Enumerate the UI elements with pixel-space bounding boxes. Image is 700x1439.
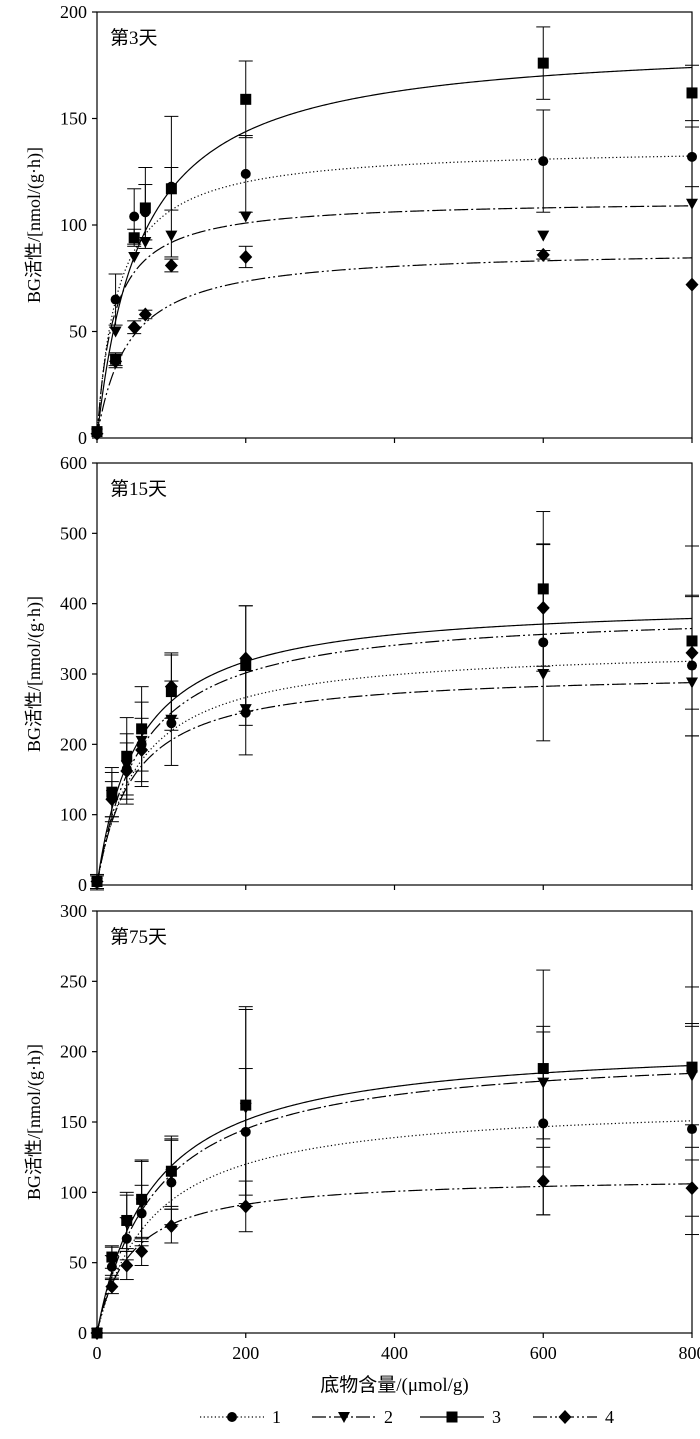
data-point-series-4: [128, 320, 141, 334]
data-point-series-4: [239, 250, 252, 264]
panel-label: 第75天: [110, 926, 167, 948]
x-tick-label: 0: [93, 1343, 102, 1363]
fit-curve-series-3: [97, 1065, 692, 1333]
data-point-series-3: [121, 1215, 132, 1226]
legend-marker-3: [447, 1412, 458, 1423]
y-tick-label: 200: [60, 734, 87, 754]
data-point-series-4: [537, 248, 550, 262]
y-tick-label: 50: [69, 1253, 87, 1273]
fit-curve-series-4: [97, 629, 692, 885]
x-axis-label: 底物含量/(μmol/g): [320, 1374, 468, 1396]
y-tick-label: 150: [60, 109, 87, 129]
fit-curve-series-1: [97, 661, 692, 885]
data-point-series-1: [687, 152, 697, 162]
data-point-series-2: [110, 327, 122, 338]
legend-label-3: 3: [492, 1407, 501, 1427]
legend-label-2: 2: [384, 1407, 393, 1427]
panel-label: 第3天: [110, 27, 158, 49]
y-tick-label: 100: [60, 1182, 87, 1202]
data-point-series-3: [106, 1252, 117, 1263]
legend-label-1: 1: [272, 1407, 281, 1427]
plot-frame: [97, 463, 692, 885]
fit-curve-series-3: [97, 618, 692, 885]
data-point-series-4: [165, 1219, 178, 1233]
data-point-series-4: [239, 1199, 252, 1213]
y-tick-label: 300: [60, 664, 87, 684]
data-point-series-3: [538, 58, 549, 69]
x-tick-label: 600: [530, 1343, 557, 1363]
panel-label: 第15天: [110, 478, 167, 500]
y-tick-label: 400: [60, 594, 87, 614]
data-point-series-4: [120, 1258, 133, 1272]
plot-frame: [97, 911, 692, 1333]
data-point-series-3: [166, 1166, 177, 1177]
fit-curve-series-2: [97, 1073, 692, 1333]
y-tick-label: 0: [78, 1323, 87, 1343]
y-tick-label: 600: [60, 453, 87, 473]
data-point-series-2: [537, 231, 549, 242]
data-point-series-3: [166, 183, 177, 194]
data-point-series-3: [136, 1194, 147, 1205]
data-point-series-4: [686, 1181, 699, 1195]
chart-panel-1: 0 50 100 150 200 BG活性/[nmol/(g·h)] 第3天: [24, 2, 699, 448]
data-point-series-4: [139, 307, 152, 321]
y-tick-label: 200: [60, 1042, 87, 1062]
y-tick-label: 100: [60, 215, 87, 235]
y-axis-label: BG活性/[nmol/(g·h)]: [24, 596, 45, 752]
legend: 1 2 3 4: [200, 1407, 614, 1427]
legend-label-4: 4: [605, 1407, 614, 1427]
data-point-series-1: [129, 211, 139, 221]
data-point-series-3: [240, 1100, 251, 1111]
data-point-series-3: [538, 1063, 549, 1074]
data-point-series-3: [129, 232, 140, 243]
fit-curve-series-4: [97, 258, 692, 438]
fit-curve-series-4: [97, 1184, 692, 1333]
chart-panel-3: 0 50 100 150 200 250 300 0 200 400 600 800 BG活性/[nmo…: [24, 901, 700, 1396]
legend-marker-4: [559, 1410, 572, 1424]
fit-curve-series-2: [97, 683, 692, 885]
data-point-series-4: [686, 278, 699, 292]
data-point-series-3: [140, 202, 151, 213]
y-tick-label: 300: [60, 901, 87, 921]
chart-panel-2: 0 100 200 300 400 500 600 BG活性/[nmol/(g·h)] 第15天: [24, 453, 699, 895]
x-tick-label: 200: [232, 1343, 259, 1363]
plot-frame: [97, 12, 692, 438]
data-point-series-4: [165, 258, 178, 272]
data-point-series-1: [241, 169, 251, 179]
y-tick-label: 150: [60, 1112, 87, 1132]
y-axis-label: BG活性/[nmol/(g·h)]: [24, 1044, 45, 1200]
x-tick-label: 800: [679, 1343, 700, 1363]
y-axis-label: BG活性/[nmol/(g·h)]: [24, 147, 45, 303]
fit-curve-series-2: [97, 206, 692, 438]
y-tick-label: 50: [69, 322, 87, 342]
y-tick-label: 500: [60, 523, 87, 543]
data-point-series-4: [135, 1244, 148, 1258]
data-point-series-2: [240, 211, 252, 222]
y-tick-label: 0: [78, 428, 87, 448]
x-tick-label: 400: [381, 1343, 408, 1363]
data-point-series-1: [538, 156, 548, 166]
data-point-series-4: [105, 1280, 118, 1294]
data-point-series-4: [537, 601, 550, 615]
data-point-series-3: [240, 94, 251, 105]
data-point-series-3: [687, 1062, 698, 1073]
data-point-series-3: [687, 87, 698, 98]
legend-marker-1: [227, 1412, 237, 1422]
data-point-series-4: [686, 646, 699, 660]
y-tick-label: 0: [78, 875, 87, 895]
fit-curve-series-3: [97, 67, 692, 438]
y-tick-label: 100: [60, 805, 87, 825]
y-tick-label: 200: [60, 2, 87, 22]
data-point-series-2: [686, 199, 698, 210]
y-tick-label: 250: [60, 971, 87, 991]
